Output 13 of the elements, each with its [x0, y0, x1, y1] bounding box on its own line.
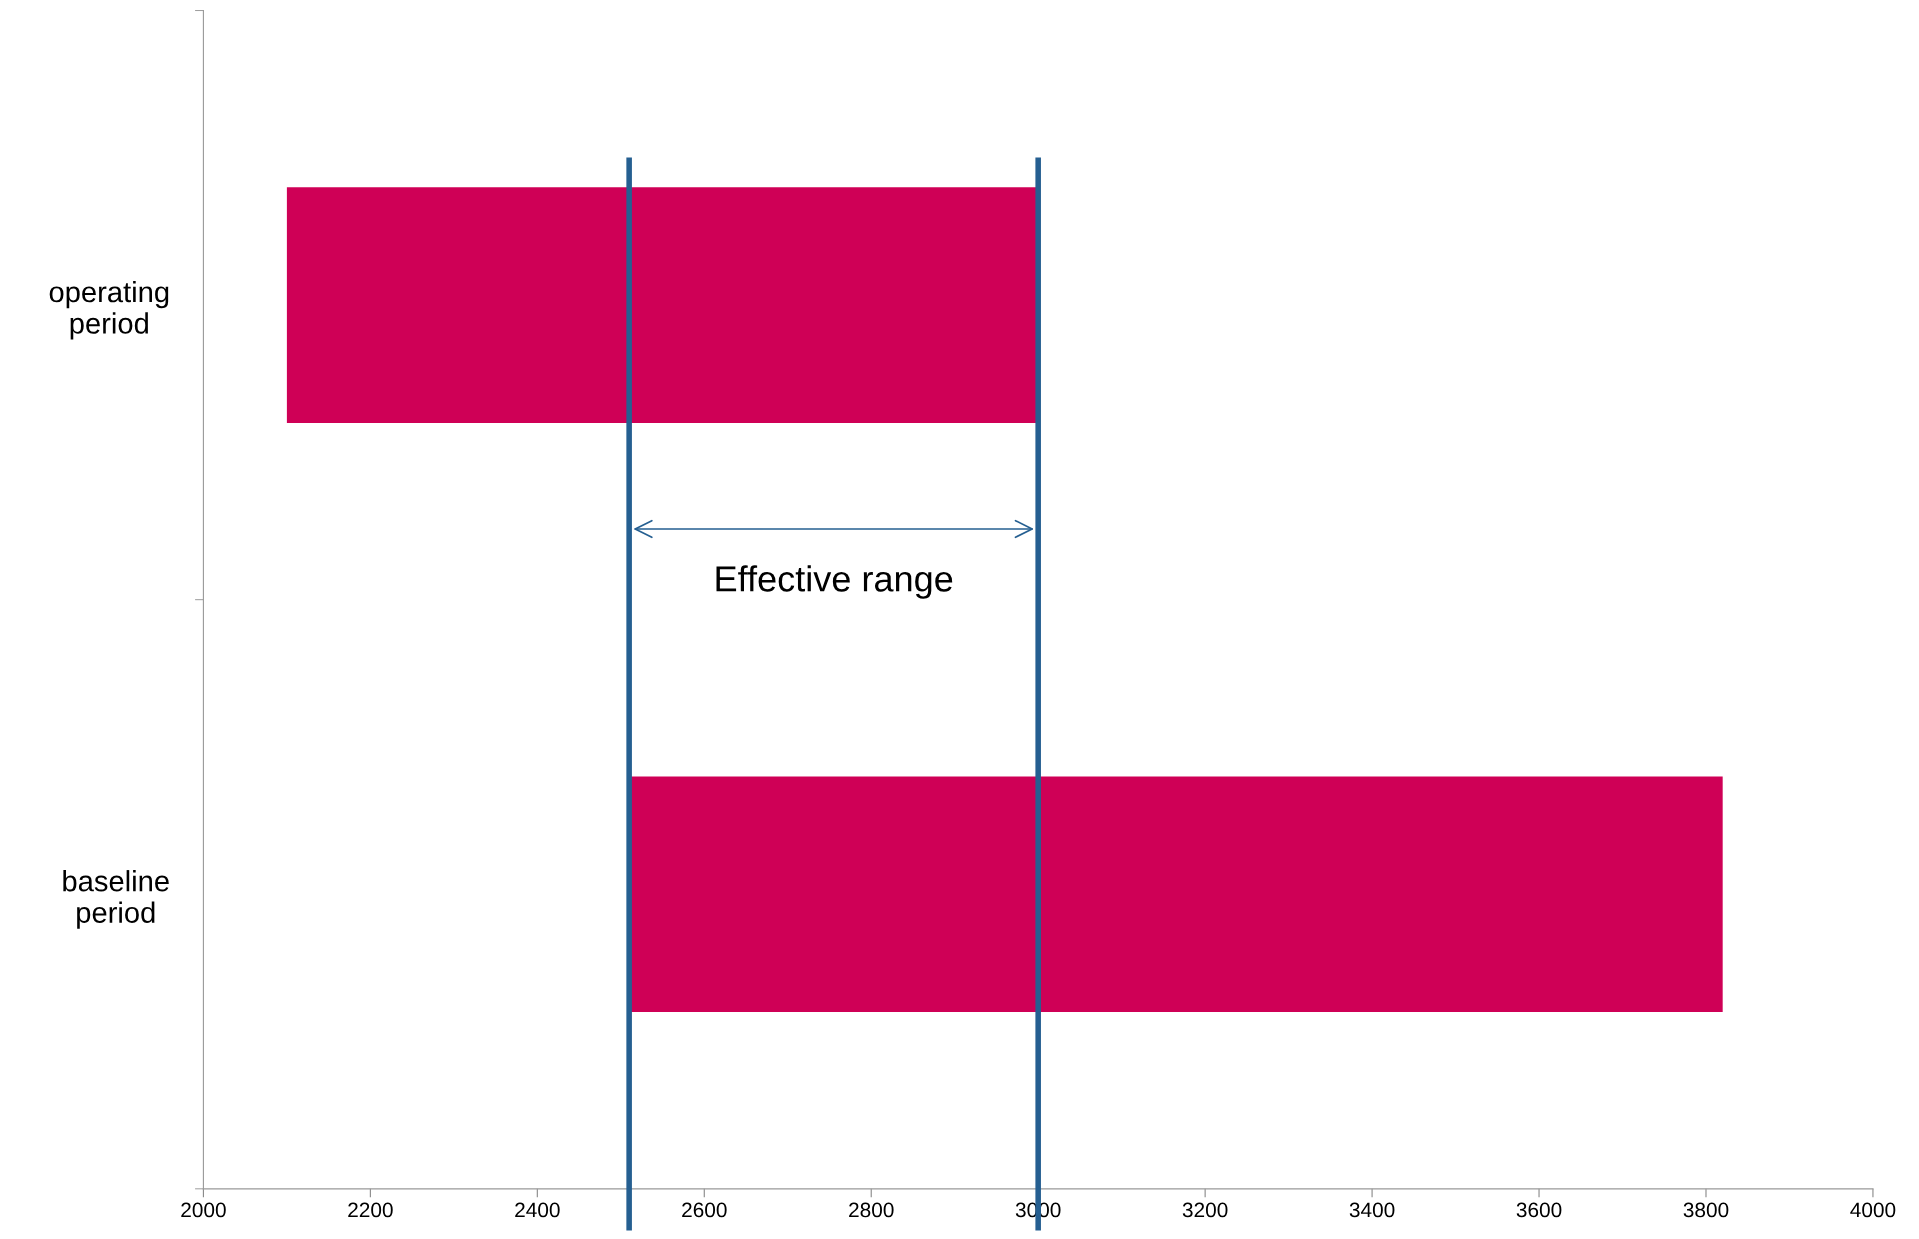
x-tick-label: 3200 [1182, 1202, 1228, 1218]
x-tick-label: 3400 [1349, 1202, 1395, 1218]
x-tick-label: 2800 [849, 1202, 894, 1218]
y-tick-label: operating period [49, 280, 169, 340]
x-tick-label: 2000 [181, 1202, 226, 1218]
x-tick-label: 3600 [1516, 1202, 1562, 1218]
x-tick-label: 2400 [515, 1202, 560, 1218]
annotation: Effective range [716, 565, 953, 599]
y-tick-label: baseline period [63, 870, 169, 929]
x-tick-label: 2200 [348, 1202, 393, 1218]
x-tick-label: 2600 [682, 1202, 727, 1218]
x-tick-label: 4000 [1850, 1202, 1896, 1218]
x-tick-label: 3800 [1683, 1202, 1729, 1218]
